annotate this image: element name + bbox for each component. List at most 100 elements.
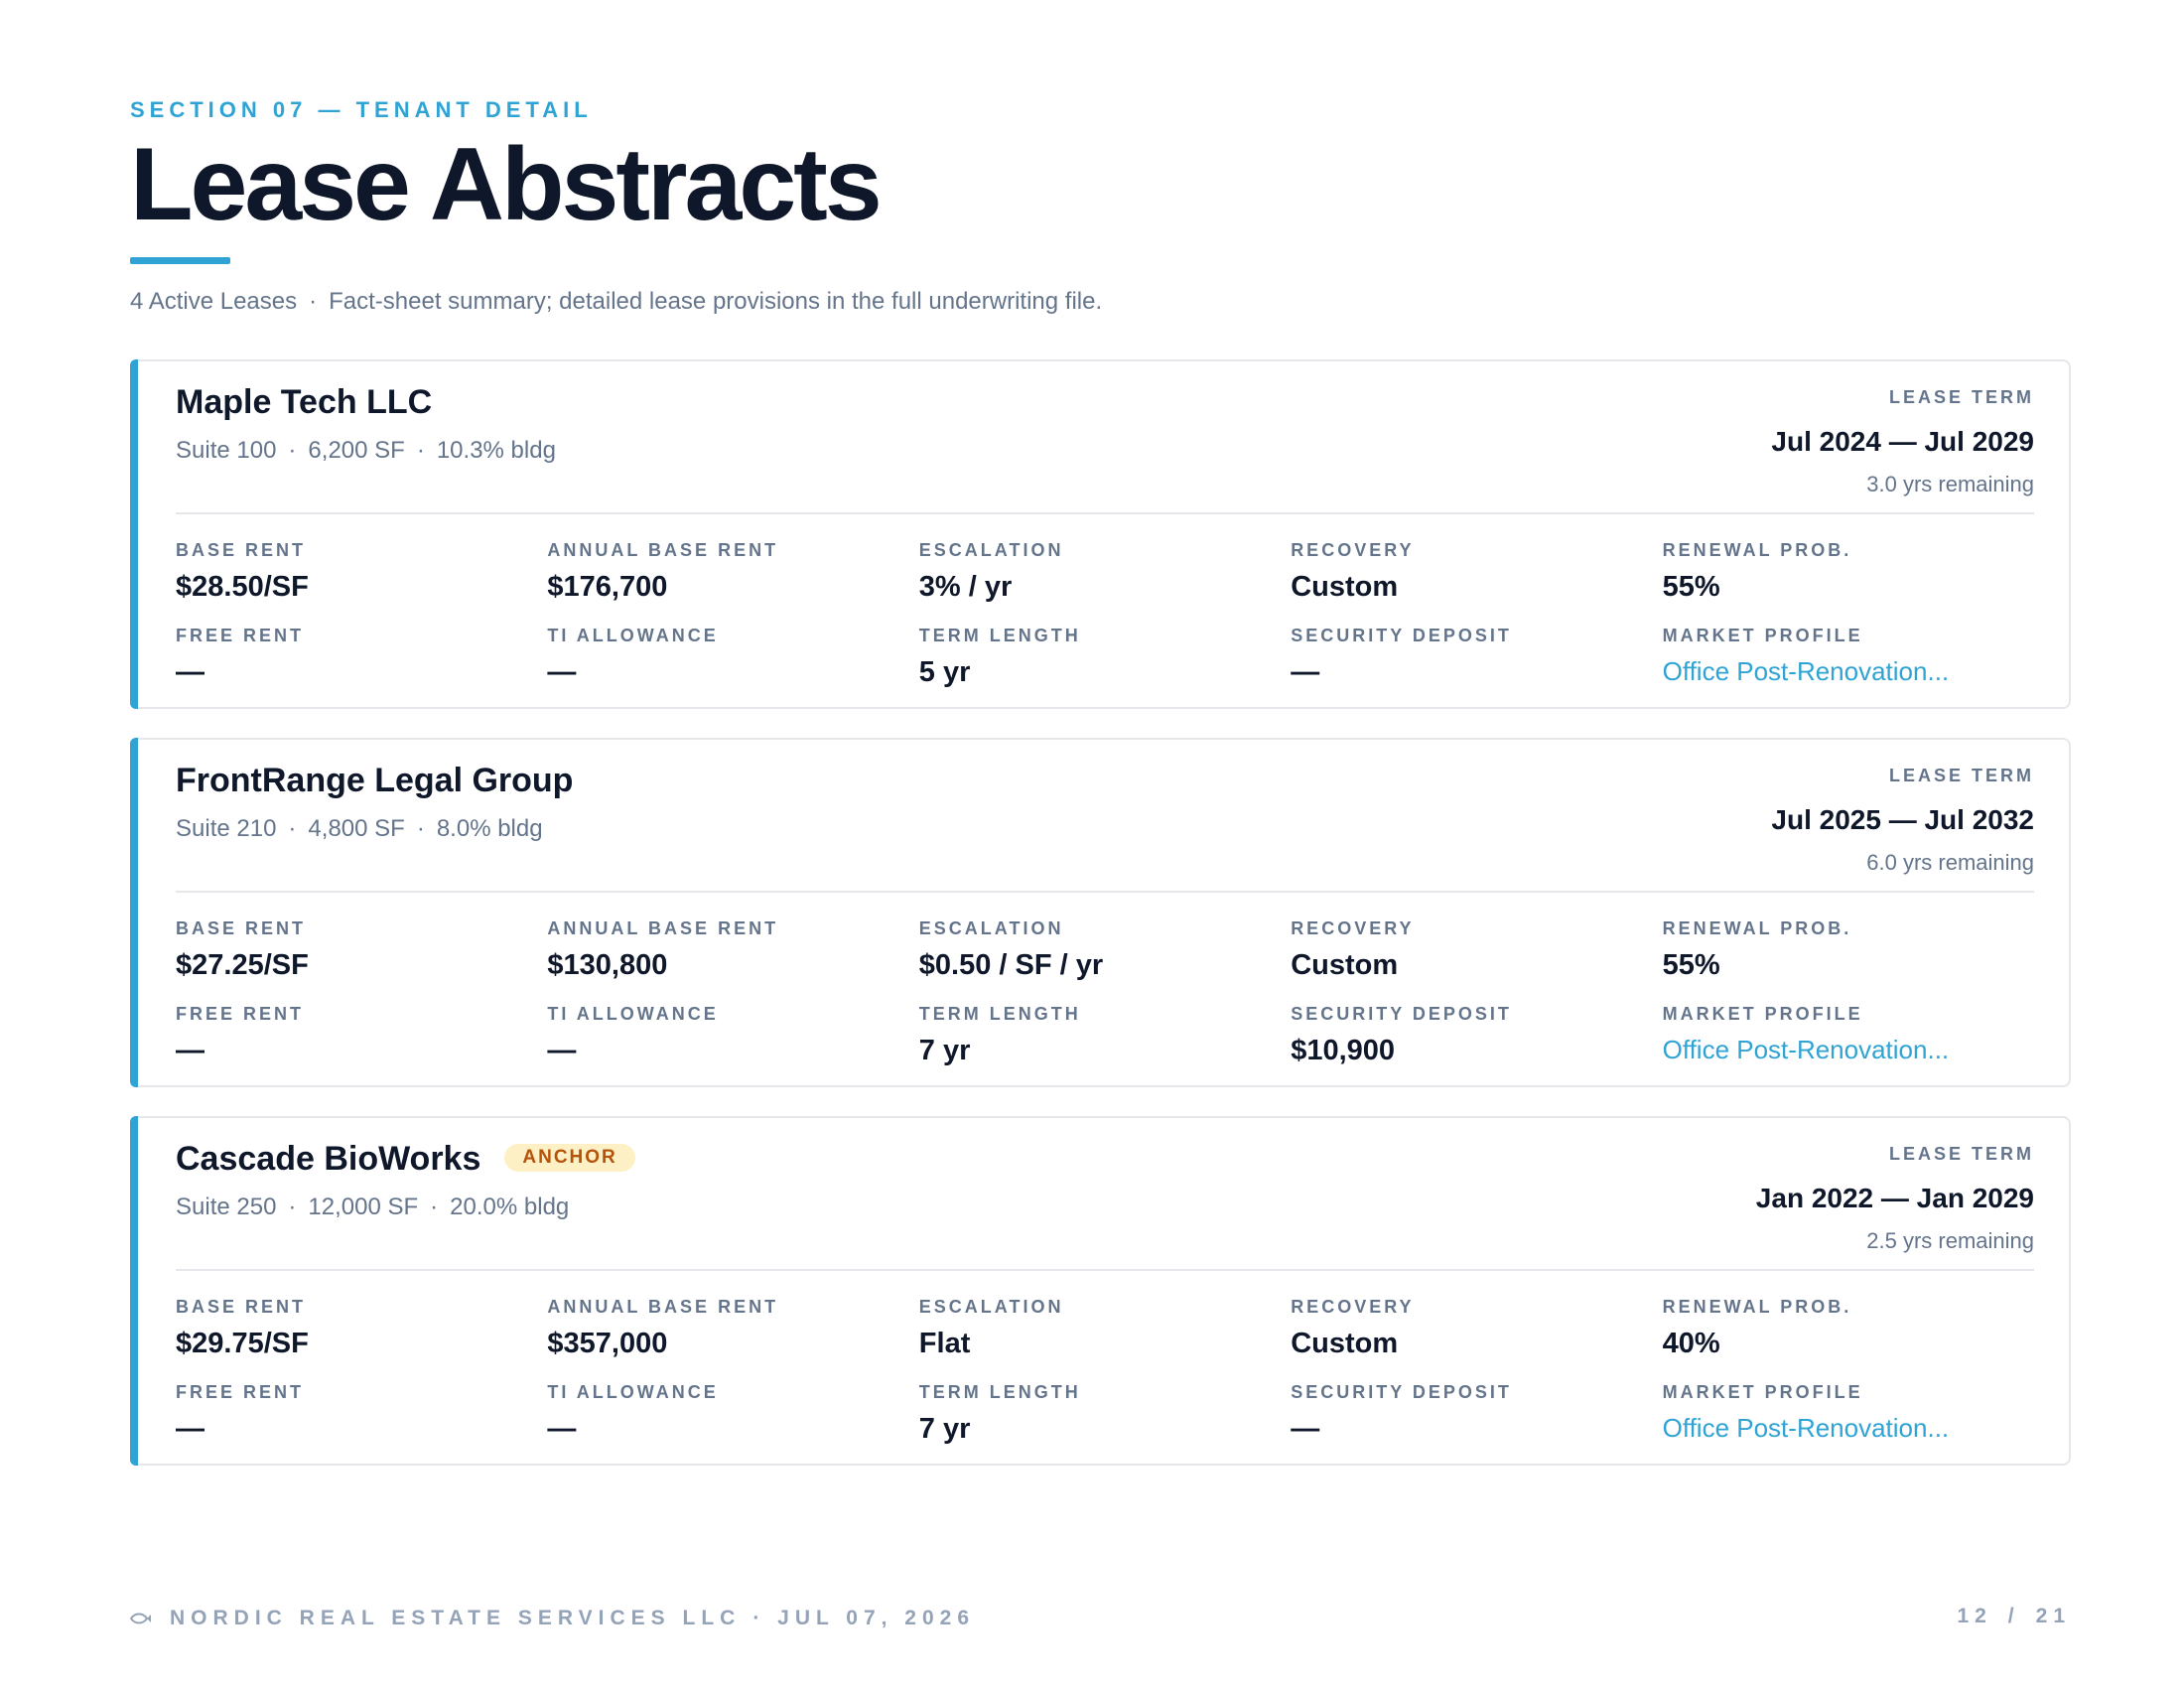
page-separator: / [2007,1605,2020,1627]
meta-separator: · [288,815,297,842]
building-share: 10.3% bldg [436,437,556,464]
field-label: TI ALLOWANCE [547,1382,719,1402]
field-label: BASE RENT [176,1297,307,1317]
field-label: MARKET PROFILE [1662,1382,1863,1402]
field-annual-base-rent: ANNUAL BASE RENT $357,000 [547,1297,918,1382]
company-name: NORDIC REAL ESTATE SERVICES LLC [170,1607,742,1629]
lease-term-range: Jul 2025 — Jul 2032 [1771,804,2034,835]
field-label: RECOVERY [1291,918,1415,938]
page-total: 21 [2035,1605,2071,1627]
lease-card: FrontRange Legal Group Suite 210 · 4,800 S… [130,738,2071,1087]
field-label: TERM LENGTH [918,1004,1081,1024]
market-profile-link[interactable]: Office Post-Renovation... [1662,656,1950,686]
field-renewal-prob: RENEWAL PROB. 55% [1663,540,2034,626]
tenant-name-text: Maple Tech LLC [176,383,433,421]
lease-term-range: Jan 2022 — Jan 2029 [1755,1183,2034,1213]
field-renewal-prob: RENEWAL PROB. 40% [1663,1297,2034,1382]
field-free-rent: FREE RENT — [176,1382,547,1468]
field-value: 7 yr [918,1035,971,1066]
field-annual-base-rent: ANNUAL BASE RENT $130,800 [547,918,918,1004]
field-value: — [547,1413,577,1445]
field-label: TERM LENGTH [918,626,1081,645]
title-underline [130,257,230,264]
field-label: TI ALLOWANCE [547,1004,719,1024]
field-ti-allowance: TI ALLOWANCE — [547,626,918,711]
field-label: SECURITY DEPOSIT [1291,1382,1512,1402]
card-accent-bar [130,359,138,709]
field-value: — [176,656,205,688]
field-label: FREE RENT [176,1004,305,1024]
card-divider [176,512,2034,514]
suite: Suite 250 [176,1194,277,1220]
lease-term-remaining: 2.5 yrs remaining [1866,1228,2034,1253]
field-label: RECOVERY [1291,1297,1415,1317]
field-label: ESCALATION [918,540,1064,560]
field-label: TI ALLOWANCE [547,626,719,645]
page-number: 12 / 21 [1957,1605,2071,1628]
tenant-name: FrontRange Legal Group [176,762,573,800]
field-label: MARKET PROFILE [1662,1004,1863,1024]
field-escalation: ESCALATION 3% / yr [919,540,1291,626]
field-market-profile: MARKET PROFILE Office Post-Renovation... [1663,1382,2034,1468]
field-term-length: TERM LENGTH 7 yr [919,1382,1291,1468]
field-label: ESCALATION [918,1297,1064,1317]
tenant-name: Maple Tech LLC [176,383,432,422]
field-free-rent: FREE RENT — [176,626,547,711]
market-profile-link[interactable]: Office Post-Renovation... [1662,1413,1950,1443]
suite: Suite 210 [176,815,277,842]
field-value: 55% [1662,571,1720,603]
field-label: FREE RENT [176,626,305,645]
lease-term-block: LEASE TERM Jul 2024 — Jul 2029 3.0 yrs r… [1771,387,2034,497]
tenant-meta: Suite 250 · 12,000 SF · 20.0% bldg [176,1194,569,1221]
square-feet: 12,000 SF [308,1194,419,1220]
lease-card: Maple Tech LLC Suite 100 · 6,200 SF · 10.3% … [130,359,2071,709]
field-market-profile: MARKET PROFILE Office Post-Renovation... [1663,1004,2034,1089]
field-base-rent: BASE RENT $29.75/SF [176,1297,547,1382]
field-value: Custom [1291,949,1399,981]
field-security-deposit: SECURITY DEPOSIT — [1291,626,1662,711]
lease-term-block: LEASE TERM Jul 2025 — Jul 2032 6.0 yrs r… [1771,766,2034,876]
field-recovery: RECOVERY Custom [1291,540,1662,626]
field-value: Flat [918,1328,971,1359]
field-annual-base-rent: ANNUAL BASE RENT $176,700 [547,540,918,626]
building-share: 8.0% bldg [436,815,543,842]
card-divider [176,891,2034,893]
field-value: — [176,1035,205,1066]
lease-fields: BASE RENT $27.25/SF ANNUAL BASE RENT $130,… [176,918,2034,1089]
card-accent-bar [130,1116,138,1466]
page-subtitle: 4 Active Leases · Fact-sheet summary; deta… [130,288,1102,316]
field-ti-allowance: TI ALLOWANCE — [547,1382,918,1468]
field-value: 40% [1662,1328,1720,1359]
field-label: RENEWAL PROB. [1662,1297,1852,1317]
page-current: 12 [1957,1605,1992,1627]
field-value: 3% / yr [918,571,1013,603]
tenant-name-text: FrontRange Legal Group [176,762,574,799]
field-label: RENEWAL PROB. [1662,540,1852,560]
field-base-rent: BASE RENT $28.50/SF [176,540,547,626]
tenant-meta: Suite 100 · 6,200 SF · 10.3% bldg [176,437,556,465]
footer-company: NORDIC REAL ESTATE SERVICES LLC · JUL 07,… [130,1607,975,1630]
field-security-deposit: SECURITY DEPOSIT $10,900 [1291,1004,1662,1089]
building-share: 20.0% bldg [450,1194,570,1220]
field-base-rent: BASE RENT $27.25/SF [176,918,547,1004]
field-label: RECOVERY [1291,540,1415,560]
field-label: BASE RENT [176,540,307,560]
field-value: — [176,1413,205,1445]
suite: Suite 100 [176,437,277,464]
lease-count: 4 Active Leases [130,288,298,315]
subtitle-separator: · [309,288,318,315]
field-label: SECURITY DEPOSIT [1291,1004,1512,1024]
market-profile-link[interactable]: Office Post-Renovation... [1662,1035,1950,1064]
field-value: $10,900 [1291,1035,1396,1066]
card-divider [176,1269,2034,1271]
field-label: ESCALATION [918,918,1064,938]
field-value: $357,000 [547,1328,668,1359]
lease-term-label: LEASE TERM [1888,1144,2034,1164]
lease-term-range: Jul 2024 — Jul 2029 [1771,426,2034,457]
section-eyebrow: SECTION 07 — TENANT DETAIL [130,97,593,122]
lease-term-block: LEASE TERM Jan 2022 — Jan 2029 2.5 yrs r… [1756,1144,2034,1254]
field-recovery: RECOVERY Custom [1291,918,1662,1004]
field-value: 5 yr [918,656,971,688]
field-market-profile: MARKET PROFILE Office Post-Renovation... [1663,626,2034,711]
meta-separator: · [288,437,297,464]
